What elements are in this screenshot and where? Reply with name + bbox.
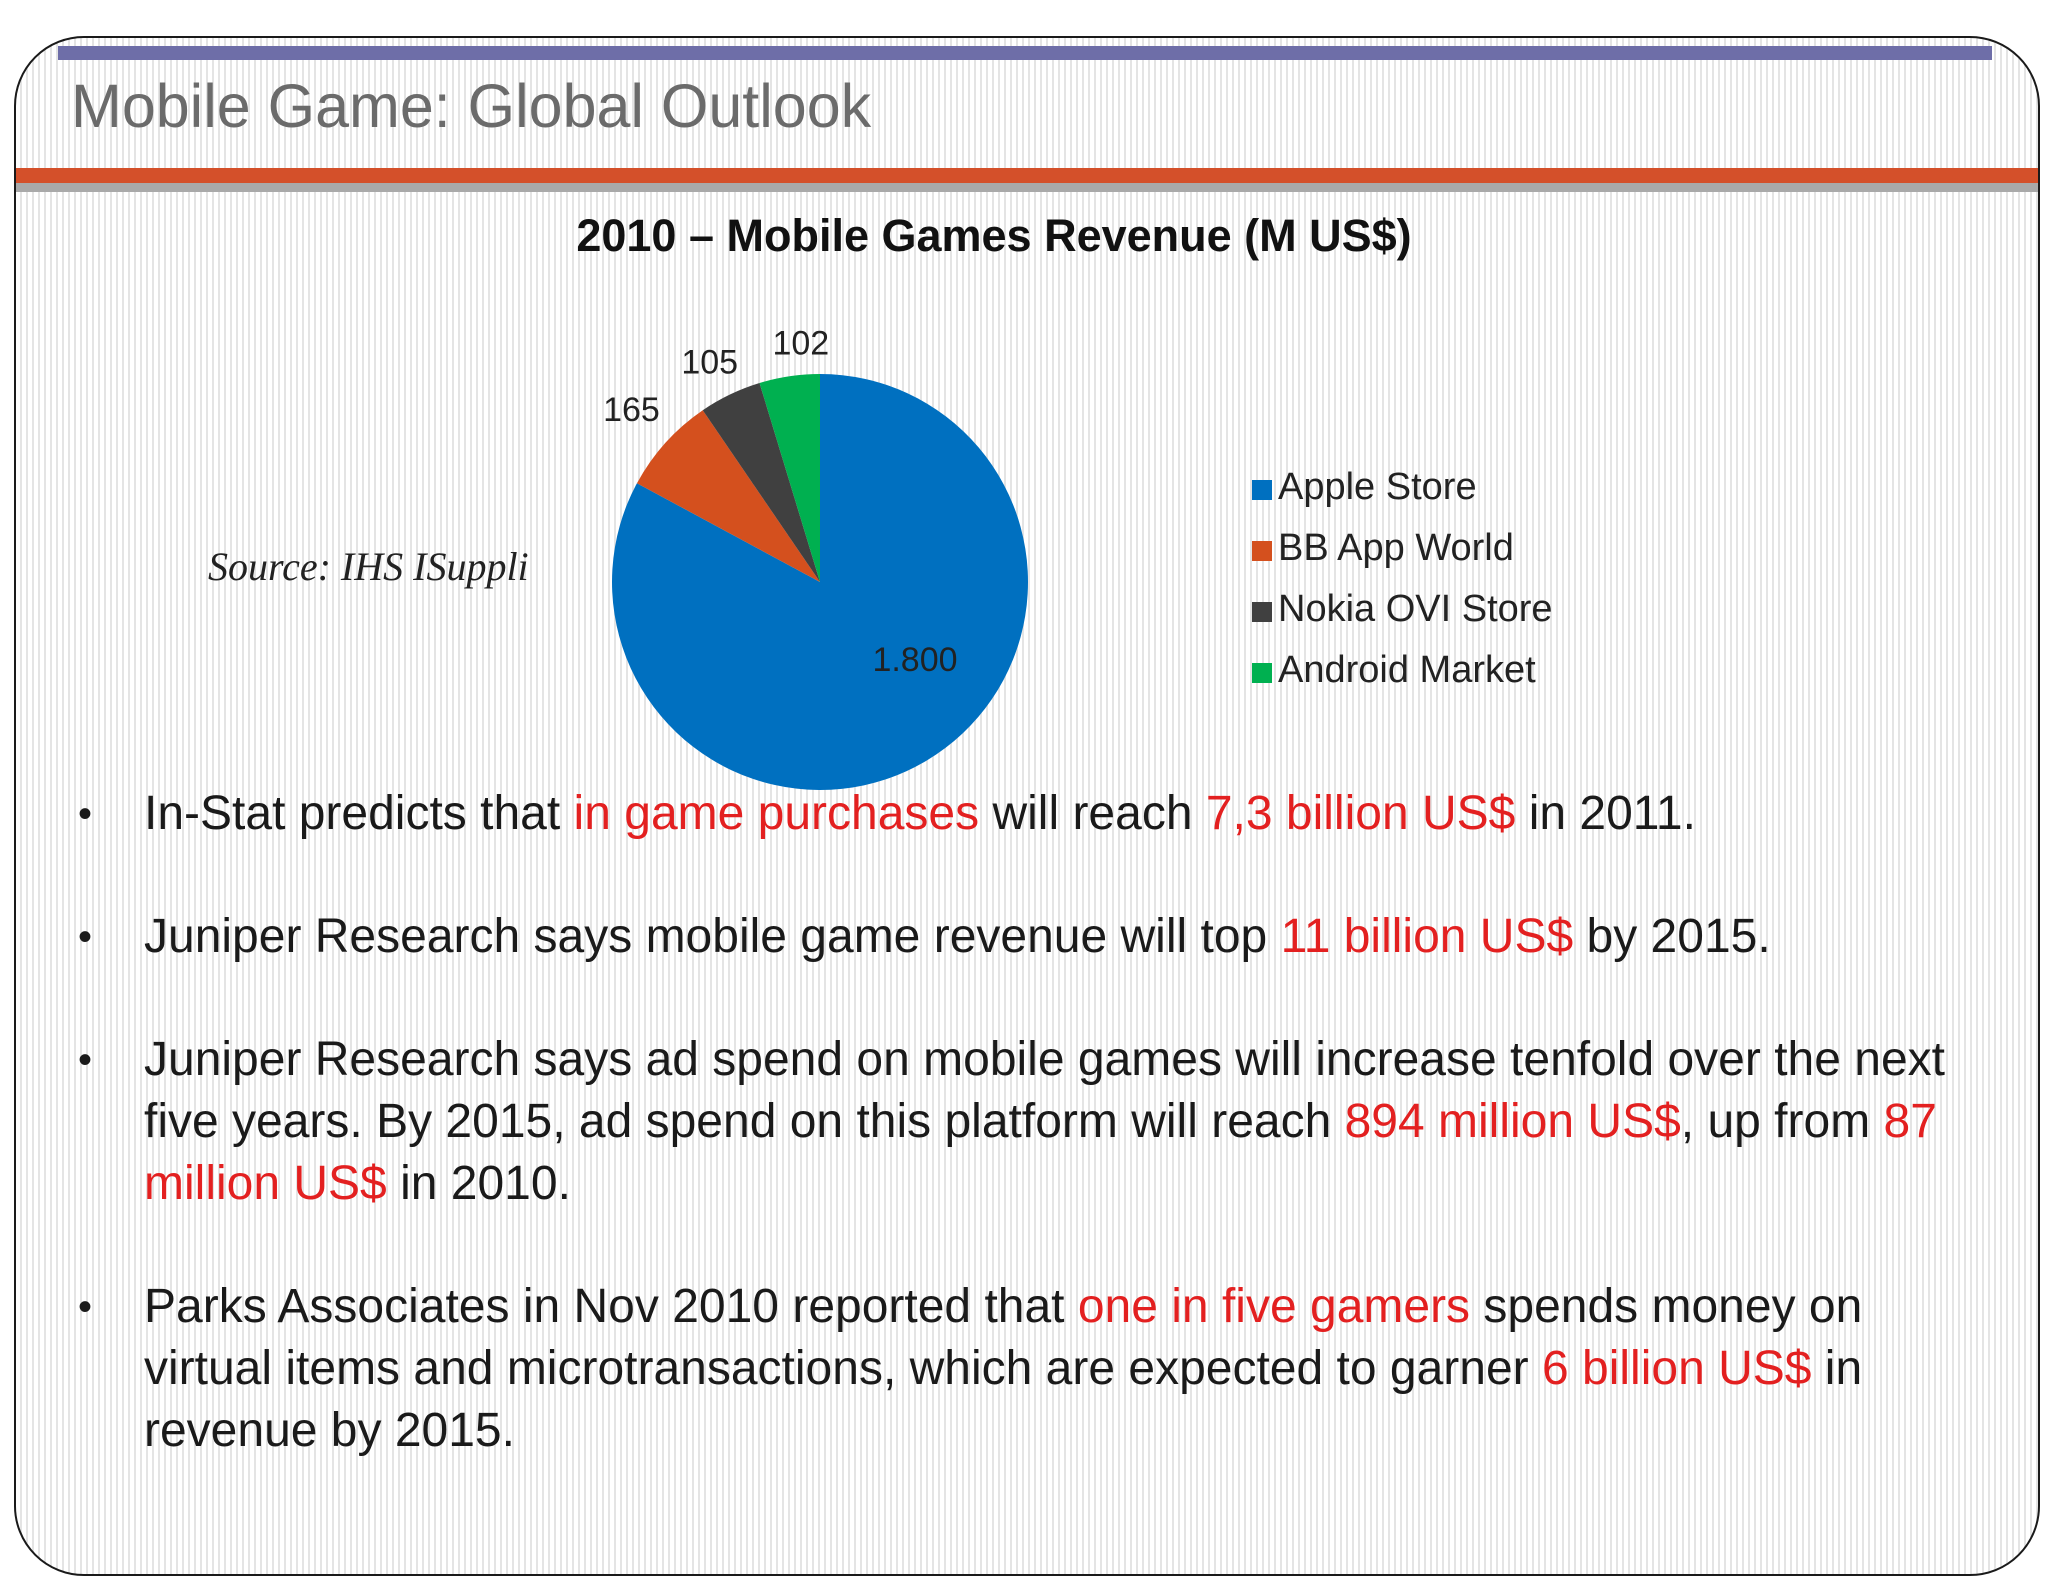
legend-swatch (1252, 541, 1272, 561)
bullet-text: in revenue by 2015. (144, 1342, 1863, 1457)
pie-slice-bb-app-world (636, 410, 820, 582)
bullet-item: • Juniper Research says ad spend on mobil… (64, 1029, 1964, 1215)
pie-data-label: 165 (603, 391, 660, 429)
slide-title: Mobile Game: Global Outlook (71, 72, 872, 140)
legend-swatch (1252, 602, 1272, 622)
bullet-marker: • (78, 915, 93, 959)
bullet-text: In-Stat predicts that (144, 787, 574, 840)
bullet-marker: • (78, 1285, 93, 1329)
bullet-text: by 2015. (1573, 910, 1771, 963)
pie-slice-nokia-ovi-store (702, 382, 820, 582)
pie-slice-android-market (759, 374, 820, 582)
chart-title: 2010 – Mobile Games Revenue (M US$) (576, 210, 1412, 261)
bullet-text: will reach (979, 787, 1206, 840)
pie-data-label: 105 (681, 343, 738, 381)
slide: Mobile Game: Global Outlook 2010 – Mobil… (14, 36, 2040, 1576)
pie-data-label: 102 (772, 324, 829, 362)
bullet-text: spends money on virtual items and microt… (144, 1280, 1863, 1395)
bullet-item: • Parks Associates in Nov 2010 reported t… (64, 1276, 1964, 1462)
highlighted-text: 894 million US$ (1344, 1095, 1681, 1148)
legend-label: Nokia OVI Store (1278, 588, 1553, 630)
top-accent-bar (58, 46, 1992, 60)
highlighted-text: 11 billion US$ (1280, 910, 1574, 963)
legend-label: Apple Store (1278, 466, 1477, 508)
bullet-text: , up from (1680, 1095, 1884, 1148)
bullet-marker: • (78, 792, 93, 836)
highlighted-text: one in five gamers (1077, 1280, 1471, 1333)
highlighted-text: 6 billion US$ (1541, 1342, 1812, 1395)
bullet-marker: • (78, 1038, 93, 1082)
bullet-item: • In-Stat predicts that in game purchases… (64, 783, 1964, 845)
legend-swatch (1252, 480, 1272, 500)
bullet-list: • In-Stat predicts that in game purchases… (64, 783, 1964, 1523)
bullet-text: in 2010. (386, 1157, 571, 1210)
source-note: Source: IHS ISuppli (208, 544, 529, 589)
bullet-item: • Juniper Research says mobile game reven… (64, 906, 1964, 968)
bullet-text: Parks Associates in Nov 2010 reported th… (144, 1280, 1078, 1333)
bullet-text: Juniper Research says mobile game revenu… (144, 910, 1281, 963)
highlighted-text: 7,3 billion US$ (1205, 787, 1516, 840)
title-underline-gray (16, 183, 2038, 192)
pie-data-label: 1.800 (872, 641, 957, 679)
bullet-text: Juniper Research says ad spend on mobile… (144, 1033, 1945, 1148)
legend-swatch (1252, 663, 1272, 683)
pie-chart: 1.800 165 105 102 (603, 324, 1028, 790)
highlighted-text: 87 million US$ (144, 1095, 1937, 1210)
legend-label: Android Market (1278, 649, 1536, 691)
legend-label: BB App World (1278, 527, 1514, 569)
title-underline-orange (16, 168, 2038, 183)
bullet-text: in 2011. (1515, 787, 1696, 840)
highlighted-text: in game purchases (573, 787, 980, 840)
